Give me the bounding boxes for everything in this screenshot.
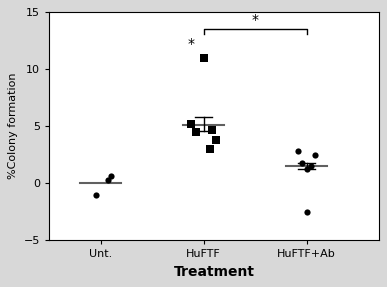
Point [105, 177, 111, 182]
Point [92, 192, 99, 197]
Point [207, 147, 213, 151]
Point [308, 164, 314, 168]
Point [213, 137, 219, 142]
Point [194, 130, 200, 134]
Point [188, 122, 194, 126]
Y-axis label: %Colony formation: %Colony formation [9, 73, 18, 179]
Point [303, 167, 310, 172]
Point [300, 160, 306, 165]
Point [108, 174, 114, 179]
X-axis label: Treatment: Treatment [173, 265, 255, 279]
Point [209, 127, 215, 132]
Point [312, 152, 318, 157]
Text: *: * [252, 13, 259, 27]
Point [200, 56, 207, 60]
Point [303, 209, 310, 214]
Point [295, 149, 301, 154]
Text: *: * [188, 37, 195, 51]
